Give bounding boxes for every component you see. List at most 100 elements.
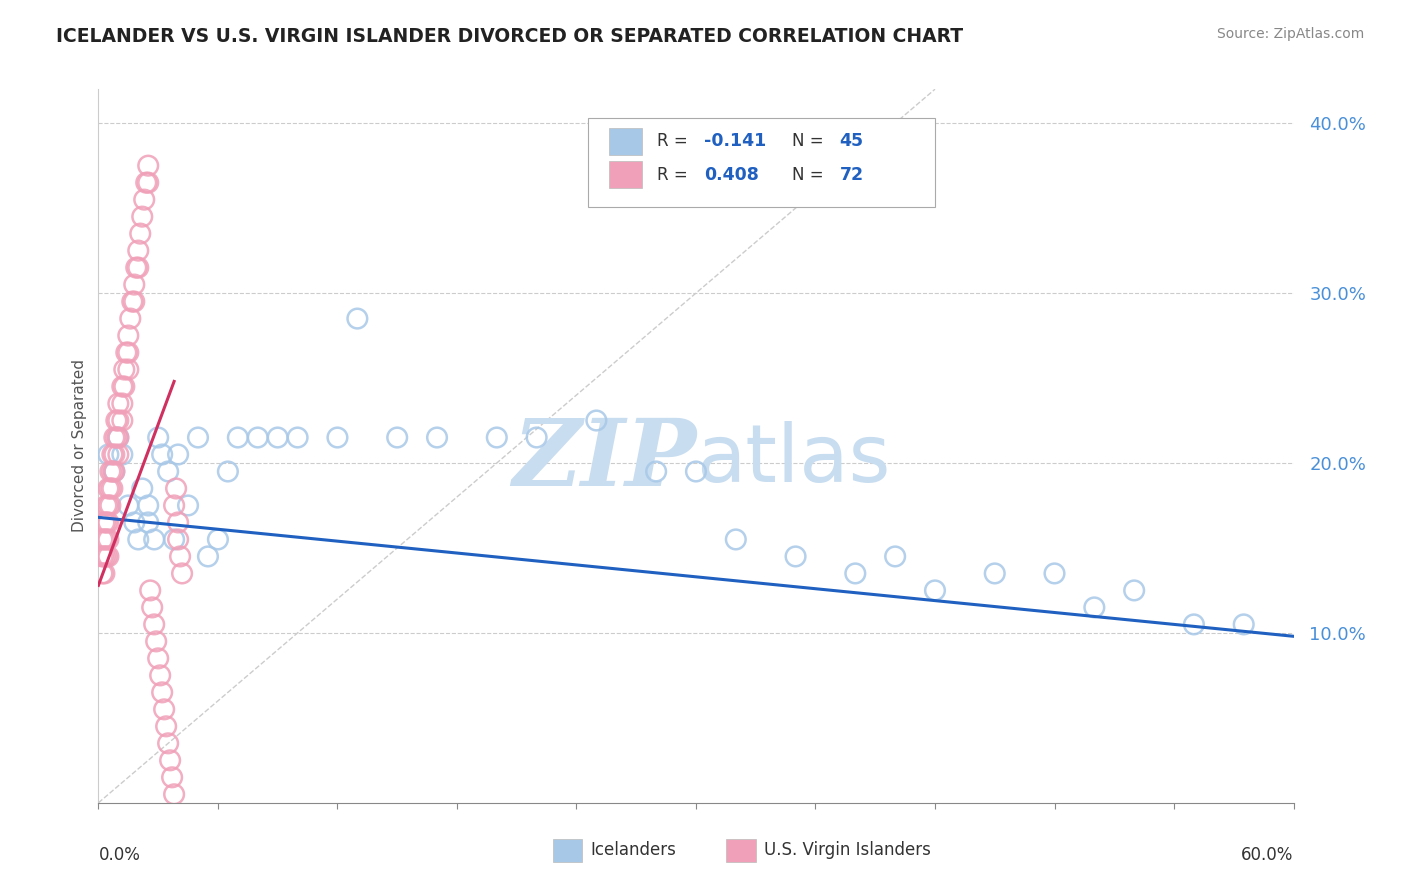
- Point: [155, 719, 177, 733]
- Point: [1182, 617, 1205, 632]
- Point: [125, 260, 148, 275]
- Point: [127, 533, 149, 547]
- Point: [135, 176, 157, 190]
- Point: [96, 516, 118, 530]
- Point: [148, 651, 170, 665]
- FancyBboxPatch shape: [609, 161, 643, 188]
- Point: [93, 549, 115, 564]
- Point: [172, 566, 194, 581]
- Point: [160, 770, 183, 784]
- Point: [136, 499, 159, 513]
- Point: [101, 465, 124, 479]
- Point: [217, 465, 239, 479]
- Point: [143, 533, 166, 547]
- Point: [117, 362, 139, 376]
- Point: [226, 430, 249, 444]
- Point: [97, 482, 120, 496]
- Point: [98, 465, 122, 479]
- Point: [844, 566, 866, 581]
- Point: [127, 244, 149, 258]
- Point: [145, 634, 167, 648]
- Point: [91, 533, 114, 547]
- Point: [111, 448, 134, 462]
- Point: [267, 430, 290, 444]
- Point: [105, 413, 128, 427]
- Y-axis label: Divorced or Separated: Divorced or Separated: [72, 359, 87, 533]
- Point: [785, 549, 807, 564]
- Point: [101, 482, 124, 496]
- Point: [127, 260, 149, 275]
- Point: [149, 668, 172, 682]
- Point: [136, 516, 159, 530]
- Text: Icelanders: Icelanders: [591, 841, 676, 859]
- Point: [167, 448, 190, 462]
- Point: [685, 465, 707, 479]
- Point: [426, 430, 449, 444]
- Point: [1123, 583, 1146, 598]
- Point: [167, 533, 190, 547]
- Point: [121, 294, 143, 309]
- Point: [1043, 566, 1066, 581]
- Point: [326, 430, 349, 444]
- Point: [103, 430, 125, 444]
- Point: [97, 448, 120, 462]
- Text: R =: R =: [657, 132, 693, 150]
- Point: [141, 600, 163, 615]
- FancyBboxPatch shape: [589, 118, 935, 207]
- Point: [93, 533, 115, 547]
- Text: Source: ZipAtlas.com: Source: ZipAtlas.com: [1216, 27, 1364, 41]
- Point: [159, 753, 181, 767]
- Point: [984, 566, 1007, 581]
- Point: [124, 294, 146, 309]
- Point: [98, 482, 122, 496]
- Point: [924, 583, 946, 598]
- Point: [97, 533, 120, 547]
- FancyBboxPatch shape: [609, 128, 643, 155]
- Point: [526, 430, 548, 444]
- Text: 45: 45: [839, 132, 863, 150]
- Point: [131, 482, 153, 496]
- Point: [724, 533, 747, 547]
- Point: [148, 430, 170, 444]
- Point: [207, 533, 229, 547]
- Point: [111, 379, 134, 393]
- Point: [139, 583, 162, 598]
- Point: [112, 362, 135, 376]
- Point: [287, 430, 309, 444]
- Text: 60.0%: 60.0%: [1241, 846, 1294, 863]
- Text: 0.0%: 0.0%: [98, 846, 141, 863]
- Point: [197, 549, 219, 564]
- Point: [101, 448, 124, 462]
- Point: [884, 549, 907, 564]
- Point: [112, 379, 135, 393]
- FancyBboxPatch shape: [553, 839, 582, 862]
- Text: 0.408: 0.408: [704, 166, 759, 184]
- Point: [107, 413, 129, 427]
- Text: R =: R =: [657, 166, 693, 184]
- Point: [1083, 600, 1105, 615]
- Point: [163, 533, 186, 547]
- Point: [187, 430, 209, 444]
- Point: [129, 227, 152, 241]
- Point: [93, 516, 115, 530]
- Point: [91, 549, 114, 564]
- Text: ZIP: ZIP: [512, 416, 696, 505]
- Point: [177, 499, 200, 513]
- Point: [117, 328, 139, 343]
- Point: [111, 396, 134, 410]
- Point: [585, 413, 607, 427]
- Point: [96, 499, 118, 513]
- Point: [485, 430, 508, 444]
- Point: [120, 311, 142, 326]
- Point: [165, 482, 187, 496]
- Text: N =: N =: [792, 166, 828, 184]
- Point: [134, 193, 156, 207]
- Point: [385, 430, 409, 444]
- Point: [153, 702, 176, 716]
- Point: [93, 566, 115, 581]
- Text: U.S. Virgin Islanders: U.S. Virgin Islanders: [763, 841, 931, 859]
- Point: [163, 787, 186, 801]
- Point: [115, 345, 138, 359]
- Point: [150, 448, 173, 462]
- Point: [124, 277, 146, 292]
